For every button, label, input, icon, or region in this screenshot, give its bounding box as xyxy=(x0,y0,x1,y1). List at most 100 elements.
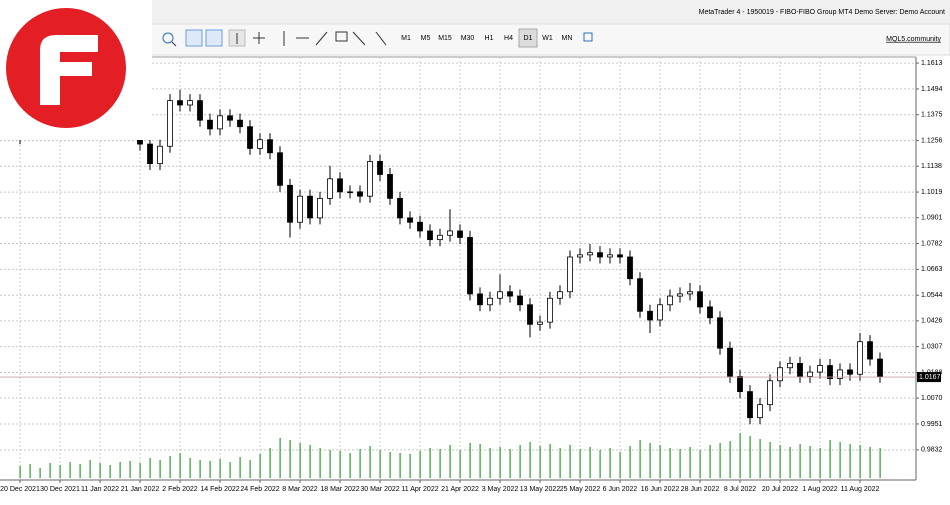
candle-body xyxy=(647,310,653,321)
volume-bar xyxy=(589,447,591,478)
candle-body xyxy=(677,293,683,297)
volume-bar xyxy=(349,453,351,478)
candle-body xyxy=(877,358,883,378)
last-price-label: 1.0167 xyxy=(919,374,941,381)
timeframe-button[interactable]: H4 xyxy=(504,35,513,42)
community-link[interactable]: MQL5.community xyxy=(886,36,941,43)
timeframe-button[interactable]: M1 xyxy=(401,35,411,42)
volume-bar xyxy=(79,464,81,478)
x-tick-label: 13 May 2022 xyxy=(520,486,561,493)
volume-bar xyxy=(739,433,741,478)
volume-bar xyxy=(289,440,291,478)
volume-bar xyxy=(759,439,761,478)
timeframe-button[interactable]: M15 xyxy=(438,35,452,42)
candle-body xyxy=(777,367,783,382)
window-title: MetaTrader 4 - 1950019 - FIBO-FIBO Group… xyxy=(699,9,945,16)
candle-body xyxy=(537,321,543,325)
volume-bar xyxy=(519,445,521,478)
volume-bar xyxy=(119,462,121,478)
volume-bar xyxy=(189,458,191,478)
timeframe-button[interactable]: W1 xyxy=(542,35,553,42)
candle-body xyxy=(747,391,753,419)
volume-bar xyxy=(409,454,411,478)
volume-bar xyxy=(359,449,361,478)
candle-body xyxy=(557,291,563,299)
candle-body xyxy=(417,221,423,232)
toolbar xyxy=(0,23,950,56)
volume-bar xyxy=(239,457,241,478)
timeframe-button[interactable]: H1 xyxy=(485,35,494,42)
volume-bar xyxy=(459,450,461,478)
candle-body xyxy=(357,191,363,197)
volume-bar xyxy=(269,448,271,478)
volume-bar xyxy=(399,453,401,478)
x-tick-label: 20 Jul 2022 xyxy=(762,486,798,493)
candle-body xyxy=(197,100,203,121)
y-tick-label: 1.1375 xyxy=(921,112,943,119)
volume-bar xyxy=(369,446,371,478)
candle-body xyxy=(377,161,383,175)
candle-body xyxy=(857,341,863,375)
toolbar-icons xyxy=(162,29,593,47)
x-tick-label: 25 May 2022 xyxy=(560,486,601,493)
candle-body xyxy=(527,304,533,325)
candle-body xyxy=(657,304,663,321)
candle-body xyxy=(227,115,233,121)
candle-body xyxy=(157,145,163,165)
volume-bar xyxy=(209,461,211,478)
volume-bar xyxy=(819,448,821,478)
y-tick-label: 1.0426 xyxy=(921,318,943,325)
y-tick-label: 1.1256 xyxy=(921,137,943,144)
x-tick-label: 18 Mar 2022 xyxy=(320,486,359,493)
candle-body xyxy=(727,347,733,377)
volume-bar xyxy=(619,452,621,478)
candle-body xyxy=(457,230,463,238)
candle-body xyxy=(847,369,853,375)
volume-bar xyxy=(629,446,631,478)
timeframe-button[interactable]: M5 xyxy=(421,35,431,42)
y-tick-label: 1.1613 xyxy=(921,60,943,67)
volume-bar xyxy=(529,442,531,478)
x-tick-label: 28 Jun 2022 xyxy=(681,486,720,493)
volume-bar xyxy=(709,445,711,478)
x-tick-label: 6 Jun 2022 xyxy=(603,486,638,493)
candle-body xyxy=(757,404,763,419)
candle-body xyxy=(237,119,243,128)
timeframe-button[interactable]: M30 xyxy=(461,35,475,42)
y-tick-label: 1.0663 xyxy=(921,266,943,273)
x-tick-label: 30 Dec 2021 xyxy=(40,486,80,493)
volume-bar xyxy=(599,450,601,478)
timeframe-active xyxy=(518,28,538,48)
x-tick-label: 21 Apr 2022 xyxy=(441,486,479,493)
volume-bar xyxy=(139,463,141,478)
volume-bar xyxy=(769,442,771,478)
volume-bar xyxy=(859,445,861,478)
volume-bar xyxy=(639,440,641,478)
volume-bar xyxy=(229,462,231,478)
x-tick-label: 11 Jan 2022 xyxy=(81,486,119,493)
candle-body xyxy=(387,174,393,199)
volume-bar xyxy=(49,463,51,478)
x-tick-label: 8 Jul 2022 xyxy=(724,486,756,493)
volume-bar xyxy=(419,451,421,478)
candle-body xyxy=(817,365,823,373)
volume-bar xyxy=(179,453,181,478)
candle-body xyxy=(477,293,483,306)
volume-bar xyxy=(539,446,541,478)
candle-body xyxy=(267,139,273,154)
volume-bar xyxy=(669,448,671,478)
candle-body xyxy=(697,291,703,308)
x-tick-label: 8 Mar 2022 xyxy=(282,486,318,493)
volume-bar xyxy=(149,458,151,478)
candle-body xyxy=(167,100,173,147)
timeframe-button[interactable]: D1 xyxy=(524,35,533,42)
candle-body xyxy=(517,295,523,306)
candle-body xyxy=(707,306,713,319)
volume-bar xyxy=(429,448,431,478)
timeframe-button[interactable]: MN xyxy=(562,35,573,42)
y-tick-label: 1.0901 xyxy=(921,215,943,222)
volume-bar xyxy=(749,436,751,478)
candle-body xyxy=(587,252,593,256)
